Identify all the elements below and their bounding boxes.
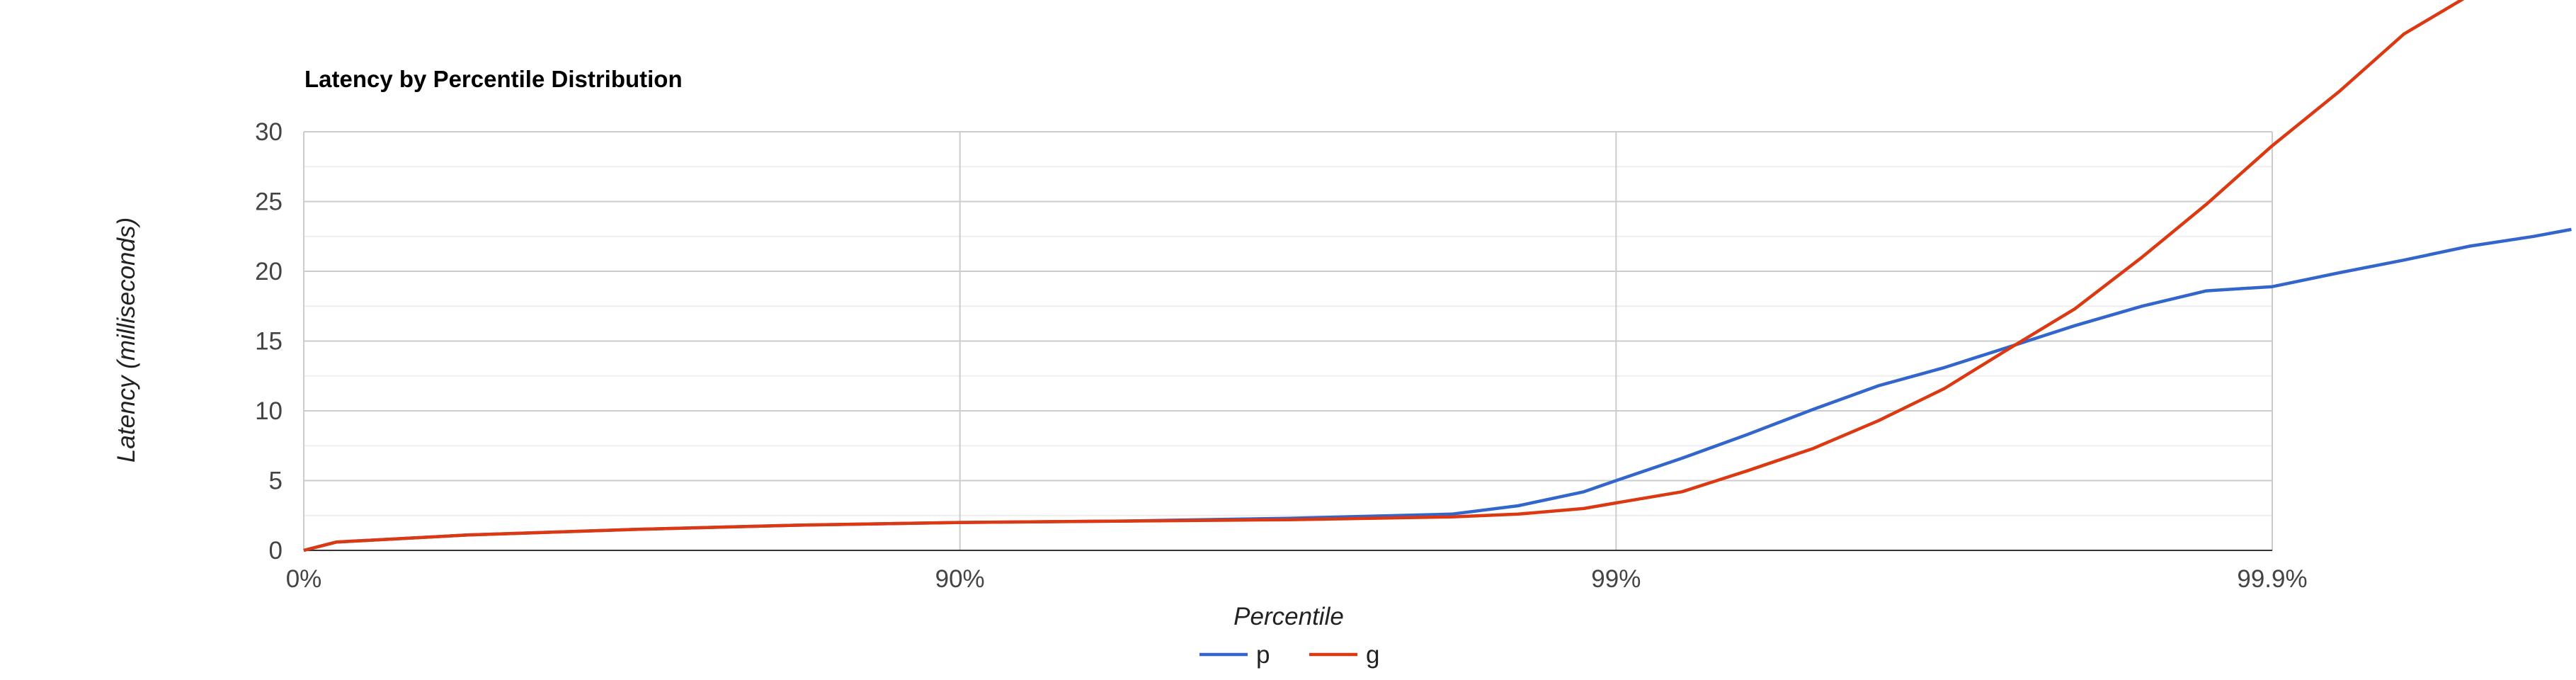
- series-line: [303, 0, 2465, 552]
- chart-title: Latency by Percentile Distribution: [304, 66, 683, 92]
- x-tick-label: 99%: [1591, 565, 1641, 593]
- x-axis-title: Percentile: [1233, 603, 1344, 630]
- y-tick-label: 0: [269, 537, 283, 565]
- y-tick-label: 10: [255, 397, 283, 425]
- y-tick-label: 15: [255, 328, 283, 356]
- y-tick-label: 5: [269, 468, 283, 495]
- y-tick-label: 30: [255, 118, 283, 146]
- x-tick-label: 90%: [935, 565, 985, 593]
- y-tick-label: 20: [255, 258, 283, 285]
- legend-label: g: [1366, 641, 1379, 669]
- x-tick-label: 0%: [286, 565, 322, 593]
- x-tick-label: 99.9%: [2237, 565, 2307, 593]
- series-line: [303, 227, 2572, 552]
- legend-label: p: [1256, 641, 1270, 669]
- y-axis-title: Latency (milliseconds): [113, 217, 140, 463]
- y-tick-label: 25: [255, 188, 283, 216]
